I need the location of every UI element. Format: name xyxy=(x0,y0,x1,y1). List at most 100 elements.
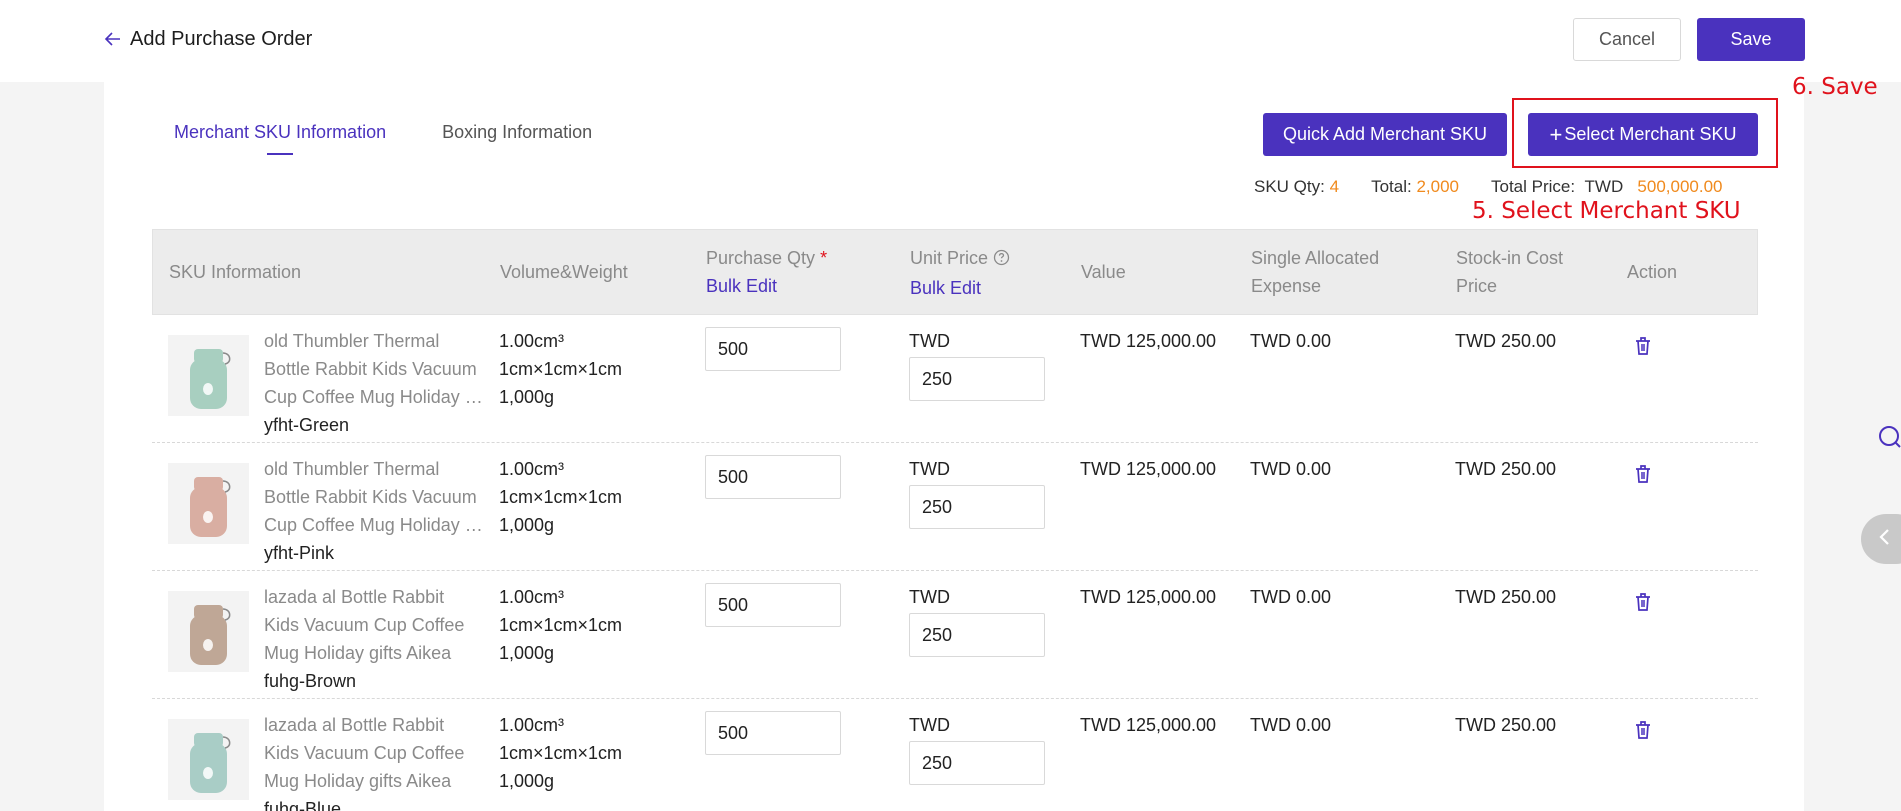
dimensions-value: 1cm×1cm×1cm xyxy=(499,487,623,507)
sku-qty-summary: SKU Qty: 4 xyxy=(1254,177,1339,197)
total-value: 2,000 xyxy=(1416,177,1459,196)
volume-value: 1.00cm³ xyxy=(499,459,565,479)
purchase-qty-input[interactable] xyxy=(705,711,841,755)
unit-price-input[interactable] xyxy=(909,741,1045,785)
unit-price-currency: TWD xyxy=(909,587,950,607)
tab-boxing-information[interactable]: Boxing Information xyxy=(442,122,593,142)
annotation-save: 6. Save xyxy=(1792,74,1878,100)
weight-value: 1,000g xyxy=(499,643,555,663)
tab-merchant-sku-information[interactable]: Merchant SKU Information xyxy=(174,122,386,155)
product-name-line3: Mug Holiday gifts Aikea xyxy=(264,771,452,791)
sku-code: yfht-Green xyxy=(264,415,350,435)
purchase-qty-input[interactable] xyxy=(705,583,841,627)
weight-value: 1,000g xyxy=(499,387,555,407)
bulk-edit-qty-link[interactable]: Bulk Edit xyxy=(706,276,778,296)
select-merchant-sku-button[interactable]: + Select Merchant SKU xyxy=(1528,113,1758,156)
volume-value: 1.00cm³ xyxy=(499,715,565,735)
col-sku-information: SKU Information xyxy=(169,262,302,282)
sku-code: yfht-Pink xyxy=(264,543,335,563)
tab-bar: Merchant SKU Information Boxing Informat… xyxy=(174,122,592,155)
bulk-edit-price-link[interactable]: Bulk Edit xyxy=(910,278,982,298)
help-circle-icon[interactable] xyxy=(993,246,1010,274)
product-thumbnail xyxy=(168,463,249,544)
product-name-line2: Bottle Rabbit Kids Vacuum xyxy=(264,359,477,379)
cancel-button[interactable]: Cancel xyxy=(1573,18,1681,61)
total-price-value: 500,000.00 xyxy=(1637,177,1723,196)
back-button[interactable]: Add Purchase Order xyxy=(104,24,312,54)
annotation-highlight-box xyxy=(1512,98,1778,168)
volume-weight: 1.00cm³ 1cm×1cm×1cm 1,000g xyxy=(499,711,622,795)
header-bar: Add Purchase Order Cancel Save xyxy=(0,0,1901,82)
search-icon[interactable] xyxy=(1876,424,1901,455)
product-name: old Thumbler Thermal Bottle Rabbit Kids … xyxy=(264,455,494,539)
dimensions-value: 1cm×1cm×1cm xyxy=(499,615,623,635)
value-cell: TWD 125,000.00 xyxy=(1080,715,1217,735)
sku-qty-value: 4 xyxy=(1329,177,1340,196)
sku-qty-label: SKU Qty: xyxy=(1254,177,1325,196)
total-summary: Total: 2,000 xyxy=(1371,177,1459,197)
product-name-line1: old Thumbler Thermal xyxy=(264,459,440,479)
volume-weight: 1.00cm³ 1cm×1cm×1cm 1,000g xyxy=(499,455,622,539)
allocated-expense-cell: TWD 0.00 xyxy=(1250,715,1332,735)
single-allocated-line1: Single Allocated xyxy=(1251,248,1380,268)
save-button[interactable]: Save xyxy=(1697,18,1805,61)
total-price-summary: Total Price: TWD 500,000.00 xyxy=(1491,177,1723,197)
stock-in-cost-cell: TWD 250.00 xyxy=(1455,459,1557,479)
col-single-allocated-expense: Single Allocated Expense xyxy=(1251,244,1379,300)
allocated-expense-cell: TWD 0.00 xyxy=(1250,587,1332,607)
unit-price-input[interactable] xyxy=(909,357,1045,401)
product-thumbnail xyxy=(168,719,249,800)
col-purchase-qty: Purchase Qty * Bulk Edit xyxy=(706,244,827,300)
volume-value: 1.00cm³ xyxy=(499,331,565,351)
volume-value: 1.00cm³ xyxy=(499,587,565,607)
col-volume-weight: Volume&Weight xyxy=(500,262,628,282)
dimensions-value: 1cm×1cm×1cm xyxy=(499,743,623,763)
allocated-expense-cell: TWD 0.00 xyxy=(1250,459,1332,479)
product-name: old Thumbler Thermal Bottle Rabbit Kids … xyxy=(264,327,494,411)
col-value: Value xyxy=(1081,262,1126,282)
table-header: SKU Information Volume&Weight Purchase Q… xyxy=(152,229,1758,315)
table-row: old Thumbler Thermal Bottle Rabbit Kids … xyxy=(152,315,1758,443)
quick-add-merchant-sku-button[interactable]: Quick Add Merchant SKU xyxy=(1263,113,1507,156)
product-thumbnail xyxy=(168,591,249,672)
unit-price-input[interactable] xyxy=(909,613,1045,657)
purchase-qty-input[interactable] xyxy=(705,327,841,371)
purchase-qty-input[interactable] xyxy=(705,455,841,499)
value-cell: TWD 125,000.00 xyxy=(1080,331,1217,351)
product-name-line1: lazada al Bottle Rabbit xyxy=(264,587,445,607)
table-body: old Thumbler Thermal Bottle Rabbit Kids … xyxy=(152,315,1758,811)
page-title: Add Purchase Order xyxy=(130,27,313,50)
product-name-line1: old Thumbler Thermal xyxy=(264,331,440,351)
weight-value: 1,000g xyxy=(499,515,555,535)
stock-in-cost-cell: TWD 250.00 xyxy=(1455,331,1557,351)
trash-icon[interactable] xyxy=(1633,719,1653,746)
product-name: lazada al Bottle Rabbit Kids Vacuum Cup … xyxy=(264,711,494,795)
product-name-line2: Kids Vacuum Cup Coffee xyxy=(264,615,465,635)
unit-price-input[interactable] xyxy=(909,485,1045,529)
product-name-line3: Cup Coffee Mug Holiday gifts Aikea xyxy=(264,387,488,407)
stock-in-cost-cell: TWD 250.00 xyxy=(1455,587,1557,607)
table-row: old Thumbler Thermal Bottle Rabbit Kids … xyxy=(152,443,1758,571)
sku-table: SKU Information Volume&Weight Purchase Q… xyxy=(152,229,1758,811)
table-row: lazada al Bottle Rabbit Kids Vacuum Cup … xyxy=(152,699,1758,811)
sku-code: fuhg-Blue xyxy=(264,799,342,811)
total-price-label: Total Price: xyxy=(1490,177,1576,196)
product-name-line3: Cup Coffee Mug Holiday gifts Aikea xyxy=(264,515,488,535)
value-cell: TWD 125,000.00 xyxy=(1080,459,1217,479)
trash-icon[interactable] xyxy=(1633,335,1653,362)
stock-in-line1: Stock-in Cost xyxy=(1456,248,1564,268)
weight-value: 1,000g xyxy=(499,771,555,791)
dimensions-value: 1cm×1cm×1cm xyxy=(499,359,623,379)
col-stock-in-cost-price: Stock-in Cost Price xyxy=(1456,244,1563,300)
trash-icon[interactable] xyxy=(1633,591,1653,618)
collapse-panel-button[interactable] xyxy=(1861,514,1901,564)
product-name-line2: Kids Vacuum Cup Coffee xyxy=(264,743,465,763)
unit-price-currency: TWD xyxy=(909,331,950,351)
unit-price-currency: TWD xyxy=(909,459,950,479)
sku-code: fuhg-Brown xyxy=(264,671,357,691)
col-unit-price: Unit Price Bulk Edit xyxy=(910,244,1010,302)
total-label: Total: xyxy=(1371,177,1412,196)
volume-weight: 1.00cm³ 1cm×1cm×1cm 1,000g xyxy=(499,583,622,667)
volume-weight: 1.00cm³ 1cm×1cm×1cm 1,000g xyxy=(499,327,622,411)
trash-icon[interactable] xyxy=(1633,463,1653,490)
